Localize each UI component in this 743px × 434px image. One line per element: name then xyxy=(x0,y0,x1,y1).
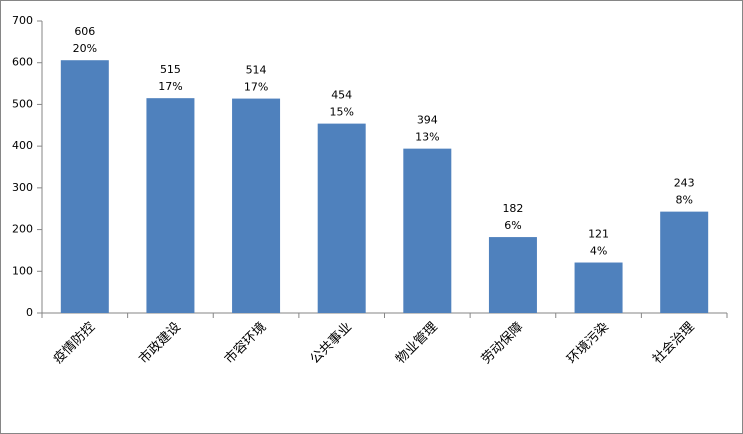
value-label: 182 xyxy=(502,202,523,215)
y-tick-label: 400 xyxy=(12,139,33,152)
y-tick-label: 200 xyxy=(12,223,33,236)
value-label: 514 xyxy=(246,64,267,77)
bar xyxy=(60,60,109,314)
bar xyxy=(232,98,281,314)
y-tick-label: 300 xyxy=(12,181,33,194)
bar xyxy=(488,237,537,313)
value-label: 515 xyxy=(160,63,181,76)
percent-label: 17% xyxy=(158,80,182,93)
y-tick-label: 0 xyxy=(26,306,33,319)
percent-label: 20% xyxy=(73,42,97,55)
value-label: 454 xyxy=(331,89,352,102)
y-tick-label: 700 xyxy=(12,14,33,27)
y-tick-label: 500 xyxy=(12,97,33,110)
bar xyxy=(403,148,452,313)
value-label: 243 xyxy=(674,177,695,190)
y-tick-label: 100 xyxy=(12,264,33,277)
value-label: 394 xyxy=(417,114,438,127)
value-label: 121 xyxy=(588,228,609,241)
percent-label: 6% xyxy=(504,219,521,232)
percent-label: 17% xyxy=(244,81,268,94)
value-label: 606 xyxy=(74,25,95,38)
bar xyxy=(317,123,366,313)
bar xyxy=(146,98,195,314)
bar xyxy=(660,211,709,313)
percent-label: 15% xyxy=(329,106,353,119)
percent-label: 8% xyxy=(675,194,692,207)
percent-label: 4% xyxy=(590,245,607,258)
percent-label: 13% xyxy=(415,131,439,144)
y-tick-label: 600 xyxy=(12,56,33,69)
bar xyxy=(574,262,623,313)
